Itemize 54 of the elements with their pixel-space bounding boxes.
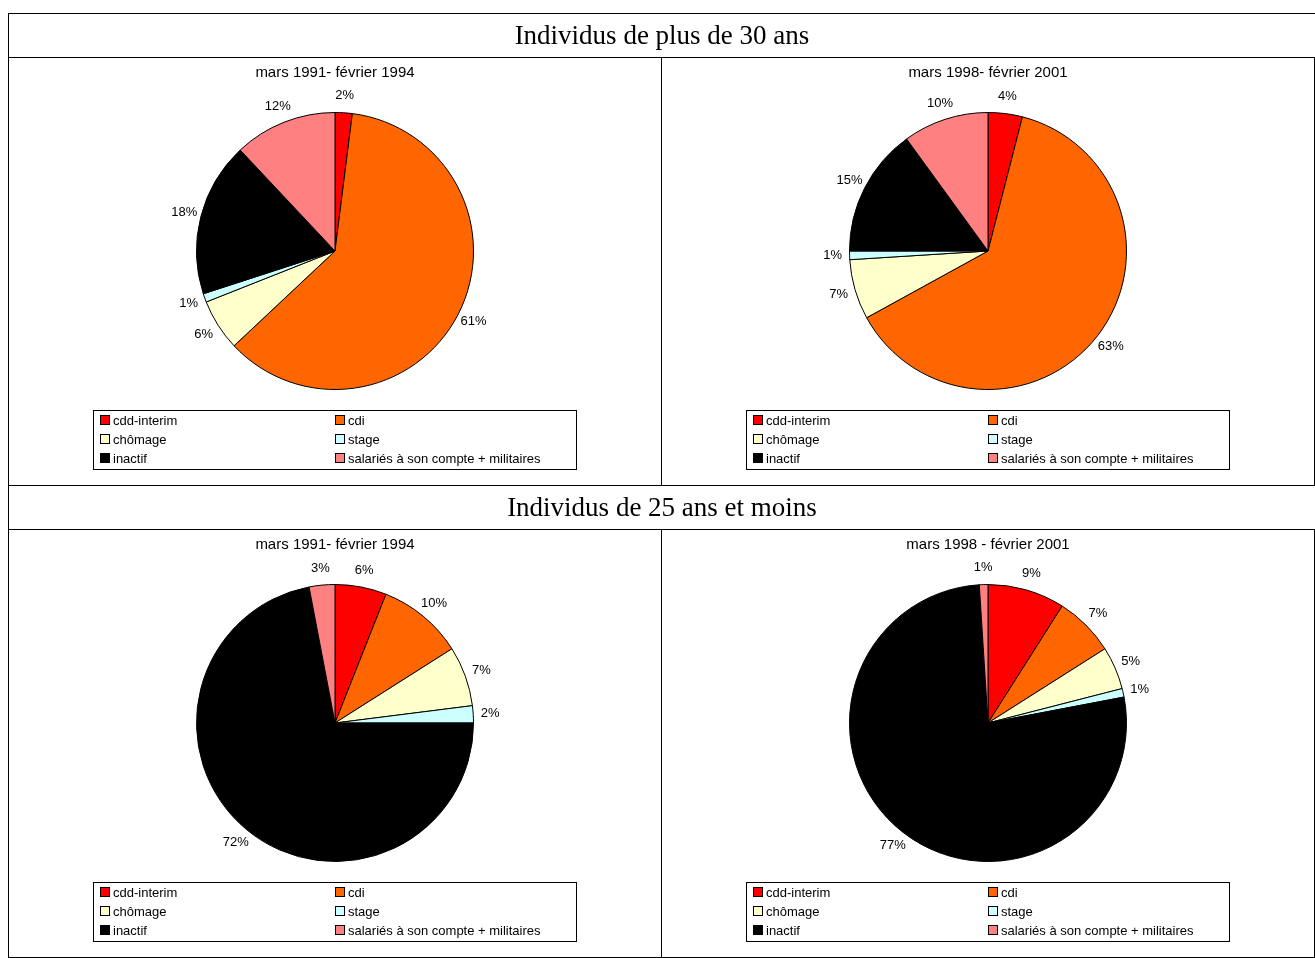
legend-label: inactif — [765, 450, 801, 468]
data-label: 6% — [194, 325, 214, 341]
data-label: 77% — [879, 837, 907, 853]
data-label: 1% — [823, 247, 843, 263]
text: Individus de plus de 30 ans — [9, 14, 1315, 58]
data-label: 61% — [460, 313, 487, 329]
data-label: 10% — [421, 594, 448, 610]
legend-label: stage — [347, 431, 381, 449]
legend-label: salariés à son compte + militaires — [1000, 922, 1195, 940]
legend-label: chômage — [112, 903, 168, 921]
chart-subtitle: mars 1991- février 1994 — [255, 63, 415, 81]
data-label: 1% — [179, 295, 199, 311]
data-label: 15% — [836, 171, 863, 187]
legend-label: cdi — [1000, 412, 1019, 430]
data-label: 63% — [1097, 337, 1125, 353]
data-label: 10% — [926, 94, 954, 110]
data-label: 72% — [222, 834, 250, 850]
legend-label: cdi — [1000, 884, 1019, 902]
legend-label: cdd-interim — [765, 412, 832, 430]
legend-label: chômage — [112, 431, 168, 449]
data-label: 18% — [171, 203, 198, 219]
chart-subtitle: mars 1998- février 2001 — [908, 63, 1068, 81]
data-label: 1% — [973, 559, 993, 575]
data-label: 7% — [471, 661, 492, 677]
data-label: 7% — [829, 285, 849, 301]
legend-label: chômage — [765, 431, 821, 449]
legend-label: cdi — [347, 884, 366, 902]
data-label: 2% — [480, 704, 501, 720]
legend-label: cdd-interim — [112, 412, 179, 430]
data-label: 2% — [335, 87, 355, 103]
data-label: 3% — [310, 559, 331, 575]
legend-label: cdi — [347, 412, 366, 430]
legend-label: stage — [1000, 431, 1034, 449]
data-label: 7% — [1088, 604, 1108, 620]
legend-label: stage — [347, 903, 381, 921]
legend-label: inactif — [112, 450, 148, 468]
data-label: 1% — [1130, 680, 1150, 696]
legend-label: inactif — [112, 922, 148, 940]
data-label: 4% — [998, 88, 1018, 104]
legend-label: chômage — [765, 903, 821, 921]
text: Individus de 25 ans et moins — [9, 486, 1315, 530]
legend-label: inactif — [765, 922, 801, 940]
legend-label: stage — [1000, 903, 1034, 921]
data-label: 6% — [354, 561, 374, 577]
data-label: 12% — [264, 98, 292, 113]
data-label: 9% — [1021, 565, 1042, 581]
legend-label: salariés à son compte + militaires — [1000, 450, 1195, 468]
legend-label: cdd-interim — [112, 884, 179, 902]
chart-subtitle: mars 1998 - février 2001 — [906, 535, 1070, 553]
legend-label: salariés à son compte + militaires — [347, 922, 542, 940]
chart-subtitle: mars 1991- février 1994 — [255, 535, 415, 553]
legend-label: salariés à son compte + militaires — [347, 450, 542, 468]
data-label: 5% — [1121, 652, 1141, 668]
legend-label: cdd-interim — [765, 884, 832, 902]
